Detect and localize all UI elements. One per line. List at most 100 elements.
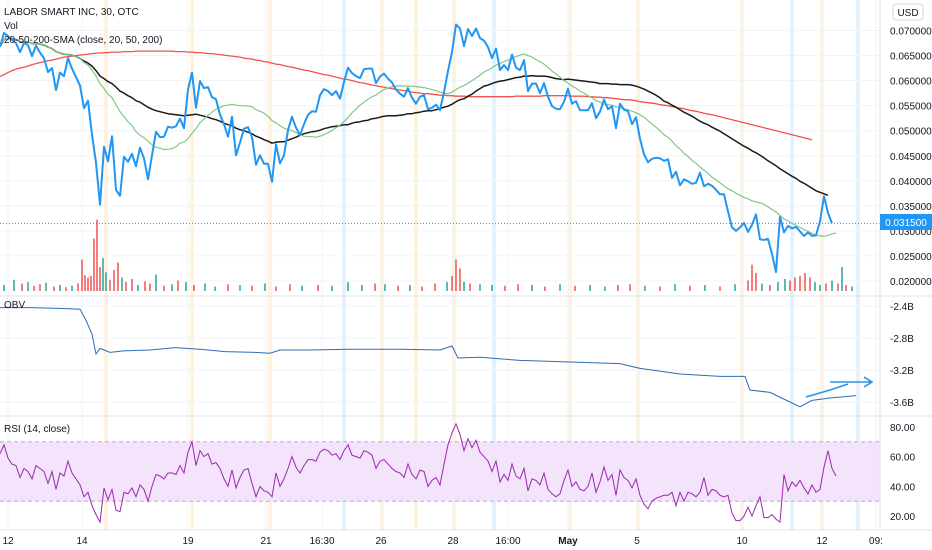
trend-arrow-drawing[interactable] [805,376,874,398]
rsi-pane[interactable] [0,422,880,524]
volume-bar [45,282,47,291]
volume-bar [629,284,631,291]
currency-label: USD [897,8,918,19]
price-tick-label: 0.025000 [890,252,932,263]
volume-bar [96,219,98,291]
price-tick-label: 0.040000 [890,177,932,188]
volume-bar [804,273,806,291]
volume-bar [171,284,173,291]
volume-bar [264,283,266,291]
volume-bar [239,285,241,291]
volume-bar [734,284,736,291]
volume-bar [409,285,411,291]
volume-bar [163,285,165,291]
price-axis[interactable]: 0.020000 0.025000 0.030000 0.035000 0.040000… [890,27,932,288]
vol-indicator-label[interactable]: Vol [4,21,18,32]
volume-bar [825,283,827,291]
price-tick-label: 0.035000 [890,202,932,213]
obv-pane[interactable] [0,307,857,408]
volume-bar [845,285,847,291]
time-axis[interactable]: 12 14 19 21 16:30 26 28 16:00 May 5 10 12 09: [2,536,883,547]
volume-bar [251,285,253,291]
obv-axis[interactable]: -2.4B -2.8B -3.2B -3.6B [890,302,914,409]
volume-bar [289,284,291,291]
rsi-indicator-label[interactable]: RSI (14, close) [4,424,70,435]
rsi-tick-label: 80.00 [890,423,915,434]
volume-bar [617,285,619,291]
volume-bar [814,282,816,291]
price-tick-label: 0.060000 [890,77,932,88]
volume-bar [841,267,843,291]
volume-bar [479,284,481,291]
volume-bar [789,280,791,291]
sma-indicator-label[interactable]: 20-50-200-SMA (close, 20, 50, 200) [4,35,162,46]
volume-bar [517,284,519,291]
time-tick-label: 5 [634,536,640,547]
volume-bar [39,284,41,291]
time-tick-label: 16:00 [495,536,520,547]
sma50-line[interactable] [0,37,829,197]
volume-bar [819,285,821,291]
volume-bar [361,285,363,291]
session-stripe [492,0,496,530]
volume-bar [193,285,195,291]
volume-bar [704,285,706,291]
volume-bar [784,279,786,291]
volume-bar [27,282,29,291]
obv-tick-label: -3.2B [890,366,914,377]
volume-bar [71,285,73,291]
last-price-tag: 0.031500 [880,214,932,230]
obv-tick-label: -3.6B [890,398,914,409]
volume-bar [301,285,303,291]
volume-bar [755,273,757,291]
session-stripe [856,0,860,530]
volume-bar [347,282,349,291]
volume-bar [769,285,771,291]
session-stripe [790,0,794,530]
volume-bar [317,285,319,291]
volume-bar [109,279,111,291]
currency-button[interactable]: USD [892,3,924,21]
obv-indicator-label[interactable]: OBV [4,300,25,311]
volume-bar [93,238,95,291]
price-line[interactable] [0,23,833,273]
obv-line[interactable] [0,307,857,408]
session-stripe [190,0,194,530]
volume-bar [446,282,448,291]
volume-bar [87,277,89,291]
volume-bar [719,286,721,291]
volume-bar [214,286,216,291]
session-stripe [414,0,418,530]
session-stripe [568,0,572,530]
volume-bar [451,276,453,291]
time-tick-label: 12 [816,536,828,547]
volume-bar [177,280,179,291]
volume-bar [113,270,115,291]
volume-bar [125,282,127,291]
session-stripe [636,0,640,530]
chart-title[interactable]: LABOR SMART INC, 30, OTC [4,7,139,18]
volume-bar [384,284,386,291]
time-tick-label: 14 [76,536,88,547]
rsi-tick-label: 60.00 [890,453,915,464]
time-tick-label: 28 [447,536,459,547]
volume-bar [13,279,15,291]
sma20-line[interactable] [0,38,837,237]
rsi-axis[interactable]: 20.00 40.00 60.00 80.00 [890,423,915,523]
price-pane[interactable] [0,23,880,273]
price-tick-label: 0.020000 [890,277,932,288]
volume-bar [794,277,796,291]
volume-bar [53,286,55,291]
volume-bar [331,285,333,291]
rsi-line[interactable] [0,422,837,524]
session-stripe [104,0,108,530]
volume-bar [777,282,779,291]
time-tick-label: 12 [2,536,14,547]
volume-bar [574,285,576,291]
volume-bar [604,286,606,291]
volume-bar [33,285,35,291]
volume-bar [131,279,133,291]
price-tick-label: 0.055000 [890,102,932,113]
volume-bar [149,283,151,291]
